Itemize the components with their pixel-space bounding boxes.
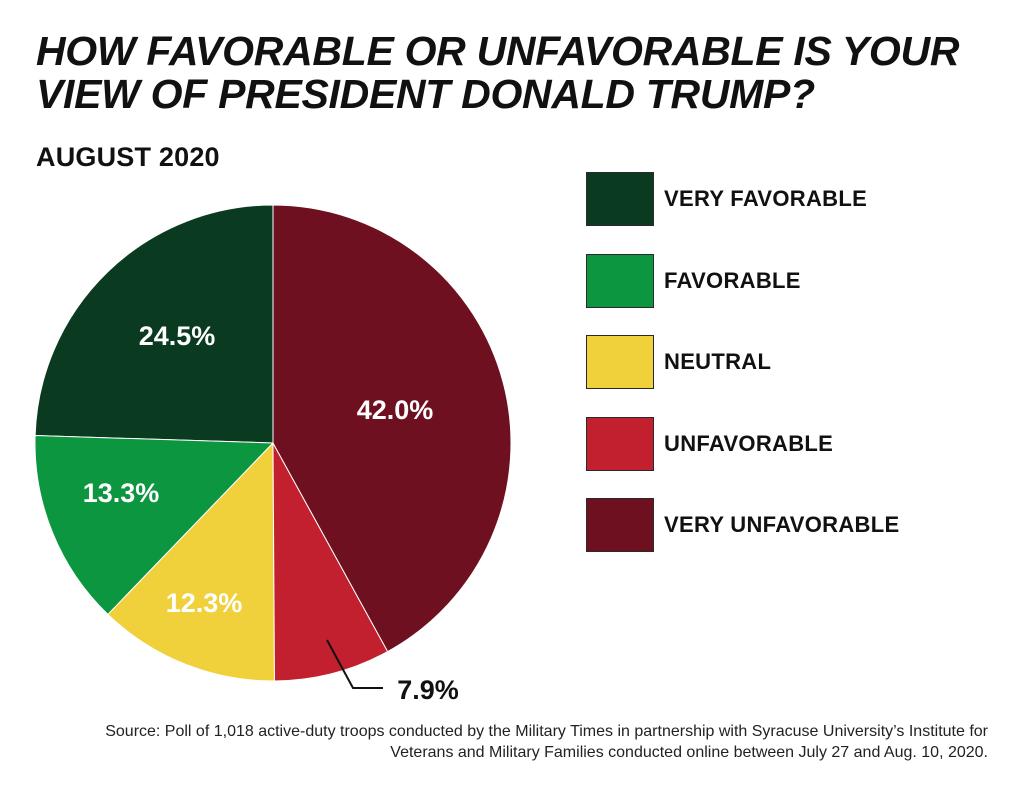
legend-item-very-unfavorable: VERY UNFAVORABLE xyxy=(586,498,1006,552)
slice-label-very-unfavorable: 42.0% xyxy=(357,395,434,425)
legend-label-favorable: FAVORABLE xyxy=(664,267,801,293)
pie-slice-very-favorable xyxy=(34,204,274,444)
pie-slice-very-unfavorable xyxy=(272,204,512,653)
legend-item-favorable: FAVORABLE xyxy=(586,253,1006,308)
legend-swatch-very-favorable xyxy=(586,172,654,226)
leader-line-unfavorable xyxy=(326,639,383,689)
source-note: Source: Poll of 1,018 active-duty troops… xyxy=(105,723,988,761)
legend-label-very-unfavorable: VERY UNFAVORABLE xyxy=(664,512,900,537)
slice-label-favorable: 13.3% xyxy=(83,478,160,508)
legend-swatch-unfavorable xyxy=(586,416,654,471)
slice-label-very-favorable: 24.5% xyxy=(139,321,216,351)
chart-title: HOW FAVORABLE OR UNFAVORABLE IS YOUR VIE… xyxy=(36,28,960,117)
legend-item-very-favorable: VERY FAVORABLE xyxy=(586,172,1006,226)
legend-label-unfavorable: UNFAVORABLE xyxy=(664,430,834,456)
pie-slice-unfavorable xyxy=(272,442,389,682)
slice-label-neutral: 12.3% xyxy=(166,588,243,618)
pie-slice-favorable xyxy=(34,435,275,616)
pie-chart: 24.5% 13.3% 12.3% 7.9% 42.0% xyxy=(34,204,512,705)
legend: VERY FAVORABLE FAVORABLE NEUTRAL UNFAVOR… xyxy=(586,172,1006,580)
legend-swatch-neutral xyxy=(586,335,654,389)
legend-label-very-favorable: VERY FAVORABLE xyxy=(664,186,868,211)
legend-swatch-very-unfavorable xyxy=(586,498,654,552)
legend-label-neutral: NEUTRAL xyxy=(664,349,772,374)
slice-label-unfavorable: 7.9% xyxy=(397,675,459,705)
legend-swatch-favorable xyxy=(586,253,654,308)
legend-item-unfavorable: UNFAVORABLE xyxy=(586,416,1006,471)
legend-item-neutral: NEUTRAL xyxy=(586,335,1006,389)
chart-subtitle: AUGUST 2020 xyxy=(36,142,220,172)
pie-slice-neutral xyxy=(107,441,275,682)
